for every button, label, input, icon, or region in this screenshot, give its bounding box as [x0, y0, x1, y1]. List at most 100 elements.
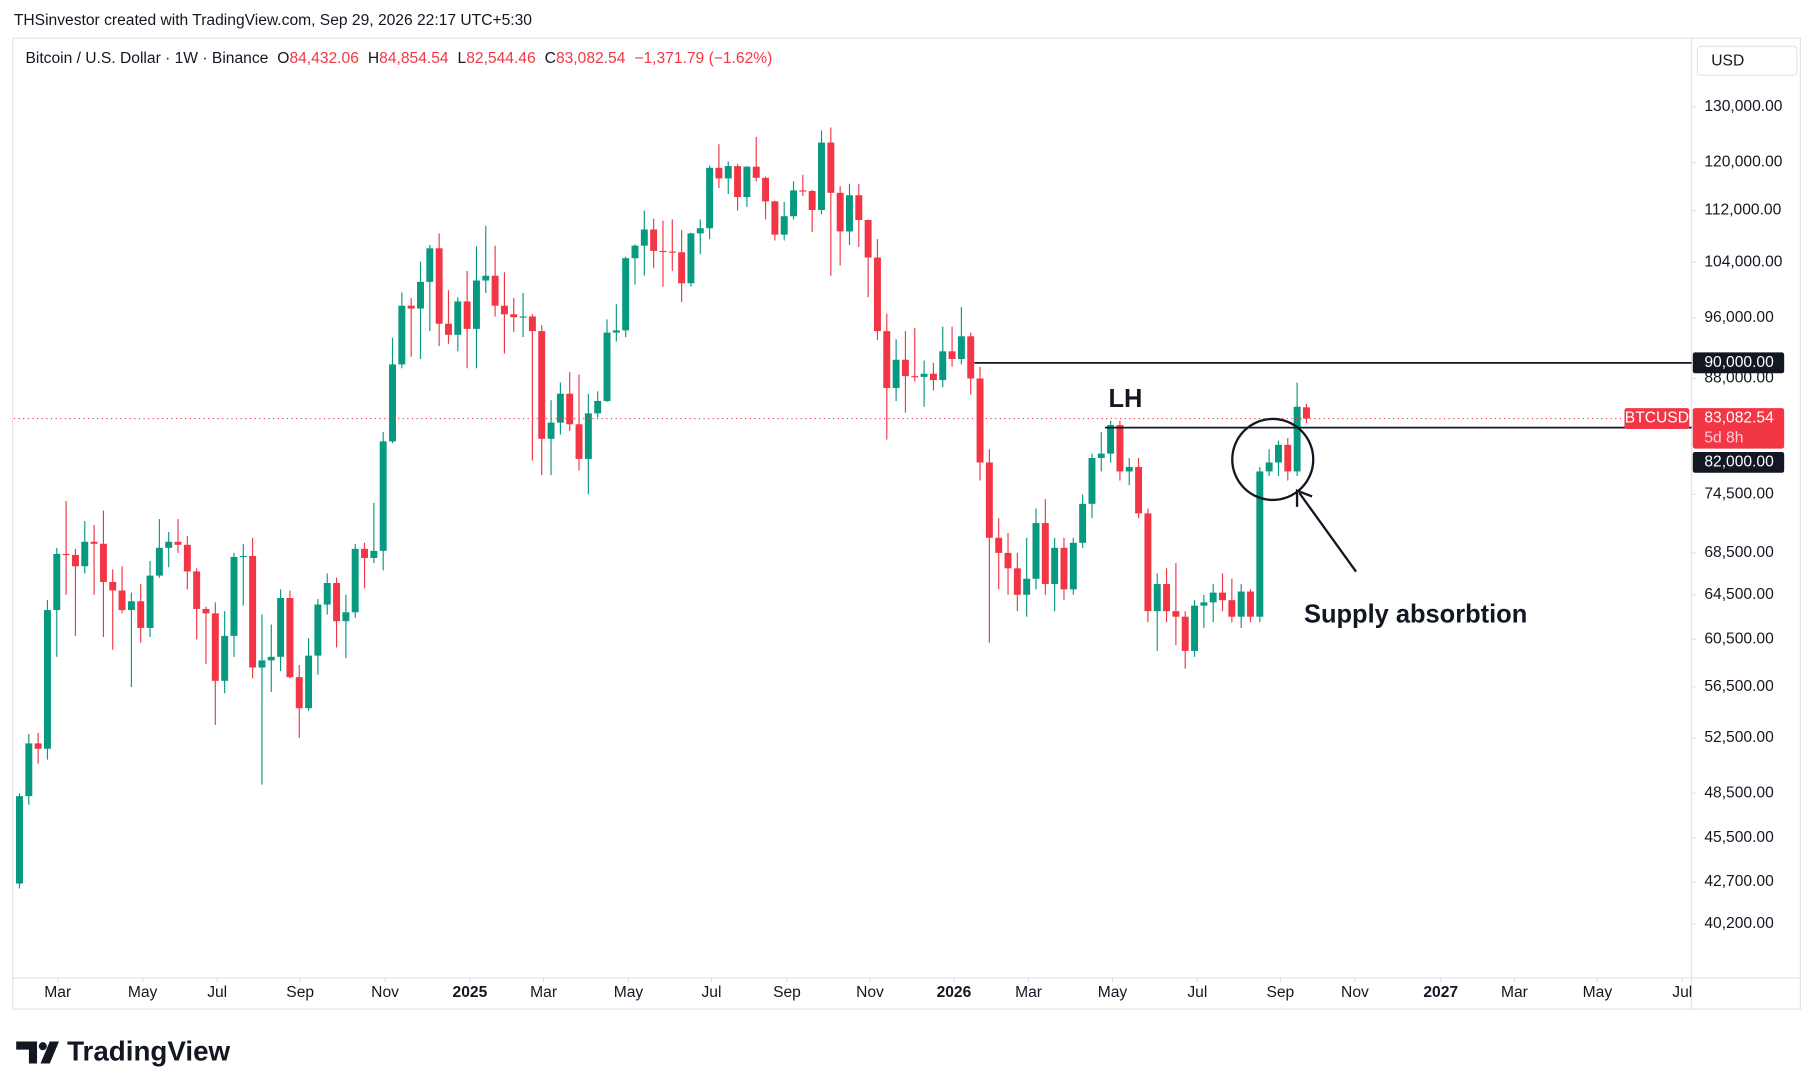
candle-body [715, 167, 723, 179]
candle-body [668, 251, 676, 253]
x-tick-label: 2027 [1423, 984, 1458, 1001]
candle-body [594, 401, 602, 414]
last-price-box [1692, 408, 1785, 449]
candle-body [1153, 584, 1161, 612]
logo-mark [38, 1042, 47, 1051]
candle-body [929, 373, 937, 381]
candle-body [566, 393, 574, 425]
candle-body [314, 604, 322, 656]
candle-body [603, 332, 611, 402]
x-tick-label: May [1583, 984, 1613, 1001]
candle-body [752, 166, 760, 178]
y-tick-label: 56,500.00 [1704, 678, 1774, 695]
candle-body [90, 541, 98, 544]
candle-body [277, 598, 285, 657]
legend-title: Bitcoin / U.S. Dollar · 1W · Binance [25, 50, 268, 67]
candle-body [780, 216, 788, 235]
y-tick-label: 120,000.00 [1704, 154, 1782, 171]
y-tick-label: 130,000.00 [1704, 98, 1782, 115]
candle-body [379, 441, 387, 551]
annotation-circle [1231, 417, 1315, 502]
candle-body [1032, 523, 1040, 579]
candle-body [202, 608, 210, 614]
candle-body [16, 796, 23, 884]
x-tick-label: Jul [1672, 984, 1692, 1001]
candle-body [762, 177, 770, 202]
candle-body [454, 301, 462, 335]
candle-body [1181, 616, 1189, 651]
candle-body [1219, 592, 1226, 601]
candle-body [650, 229, 658, 251]
candle-body [967, 336, 975, 379]
x-tick-label: Jul [207, 984, 227, 1001]
candle-body [1051, 547, 1059, 585]
y-tick-label: 74,500.00 [1704, 486, 1774, 503]
candle-body [790, 190, 797, 217]
candle-body [118, 590, 126, 611]
candle-body [1144, 513, 1152, 612]
candle-body [659, 250, 667, 253]
currency-label[interactable]: USD [1711, 52, 1744, 69]
logo-mark [40, 1041, 60, 1064]
candle-body [808, 190, 816, 210]
candle-body [211, 613, 219, 681]
candle-body [1200, 602, 1208, 606]
y-tick-label: 104,000.00 [1704, 253, 1782, 270]
candle-body [426, 248, 434, 282]
candle-body [976, 378, 984, 463]
candle-body [1172, 611, 1180, 617]
candle-body [864, 219, 872, 258]
candle-body [1209, 592, 1217, 603]
x-tick-label: May [614, 984, 644, 1001]
x-tick-label: Mar [1501, 984, 1528, 1001]
candle-body [1265, 462, 1273, 472]
chart-frame [12, 37, 1801, 1010]
last-price-label: 83,082.54 [1704, 410, 1774, 427]
candle-body [827, 142, 835, 193]
candle-body [183, 544, 191, 572]
annotation-arrow-head [1295, 489, 1313, 507]
candle-body [389, 364, 396, 442]
x-tick-label: Mar [1015, 984, 1042, 1001]
x-tick-label: 2025 [453, 984, 488, 1001]
candle-body [1041, 523, 1049, 585]
candle-body [1135, 466, 1143, 514]
candle-body [351, 548, 359, 613]
candle-body [1275, 444, 1282, 463]
x-tick-label: May [128, 984, 158, 1001]
candle-body [305, 655, 313, 709]
candle-body [25, 743, 33, 797]
legend-value: 84,432.06 [289, 50, 358, 67]
candle-body [873, 257, 881, 332]
candle-body [286, 598, 294, 678]
candle-body [99, 543, 107, 582]
candle-body [631, 245, 639, 259]
candle-body [361, 548, 369, 558]
currency-button[interactable] [1696, 45, 1798, 76]
candle-body [678, 252, 686, 284]
candle-body [957, 336, 965, 359]
candle-body [127, 601, 135, 611]
candle-body [1060, 547, 1068, 590]
candle-body [519, 316, 527, 318]
candle-body [1237, 591, 1245, 617]
candle-body [146, 575, 154, 628]
candle-body [985, 462, 993, 538]
candle-body [230, 556, 238, 636]
candle-body [538, 331, 546, 439]
candle-body [1247, 591, 1254, 617]
candle-body [706, 167, 714, 229]
candle-body [1163, 584, 1171, 612]
candle-body [482, 275, 490, 281]
candle-body [1191, 605, 1199, 651]
y-tick-label: 40,200.00 [1704, 915, 1774, 932]
candle-body [370, 550, 378, 558]
header-credit: THSinvestor created with TradingView.com… [14, 12, 532, 29]
candle-body [109, 581, 117, 591]
candle-body [575, 424, 583, 459]
candle-body [1284, 444, 1292, 472]
legend-value: 84,854.54 [379, 50, 449, 67]
candle-body [640, 229, 648, 246]
candle-body [846, 195, 853, 232]
